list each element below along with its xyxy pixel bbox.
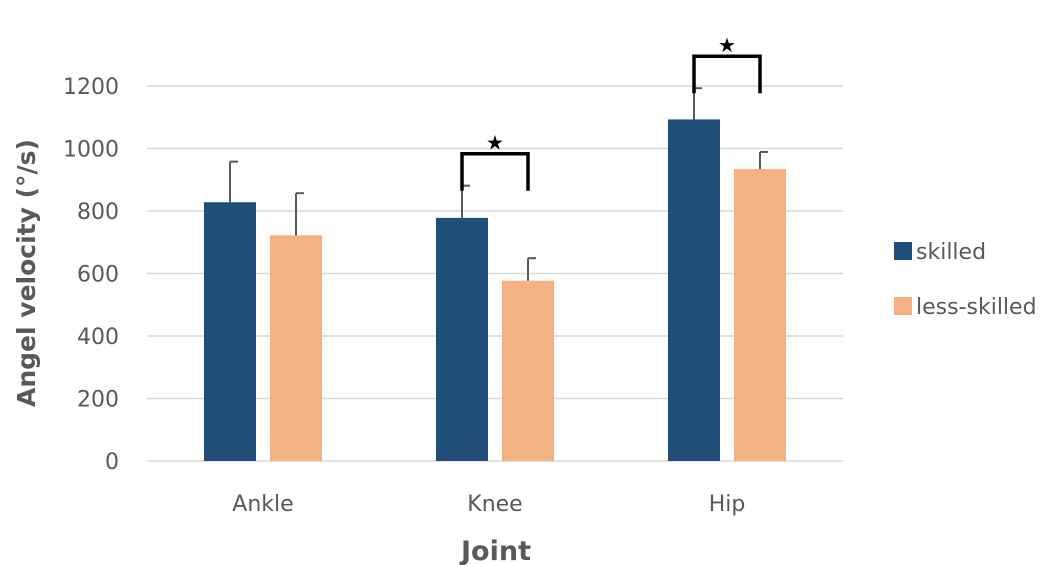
y-tick-label: 0 xyxy=(105,450,119,475)
y-tick-label: 600 xyxy=(77,263,119,288)
bar xyxy=(668,119,720,461)
legend-swatch xyxy=(894,242,912,260)
y-tick-label: 1000 xyxy=(63,138,119,163)
y-tick-label: 1200 xyxy=(63,75,119,100)
legend-label: skilled xyxy=(916,240,986,265)
x-tick-label: Knee xyxy=(467,492,522,517)
y-tick-label: 800 xyxy=(77,200,119,225)
significance-bracket xyxy=(460,151,530,191)
y-axis-title: Angel velocity (°/s) xyxy=(12,139,41,407)
bars xyxy=(204,119,786,461)
legend-swatch xyxy=(894,297,912,315)
y-tick-label: 200 xyxy=(77,388,119,413)
legend-label: less-skilled xyxy=(916,295,1037,320)
y-axis-ticks: 0 200 400 600 800 1000 1200 xyxy=(63,75,119,475)
bar xyxy=(270,235,322,461)
legend: skilled less-skilled xyxy=(894,240,1037,320)
y-tick-label: 400 xyxy=(77,325,119,350)
bar xyxy=(502,280,554,461)
x-axis-ticks: Ankle Knee Hip xyxy=(232,492,745,517)
gridlines xyxy=(147,85,843,462)
significance-star: ★ xyxy=(486,131,504,155)
significance-markers: ★★ xyxy=(460,33,762,191)
x-tick-label: Ankle xyxy=(232,492,293,517)
bar xyxy=(204,202,256,461)
x-tick-label: Hip xyxy=(709,492,746,517)
x-axis-title: Joint xyxy=(459,536,531,565)
bar xyxy=(734,169,786,461)
error-bars xyxy=(229,87,768,281)
significance-bracket xyxy=(692,54,762,94)
significance-star: ★ xyxy=(718,33,736,57)
bar xyxy=(436,217,488,461)
